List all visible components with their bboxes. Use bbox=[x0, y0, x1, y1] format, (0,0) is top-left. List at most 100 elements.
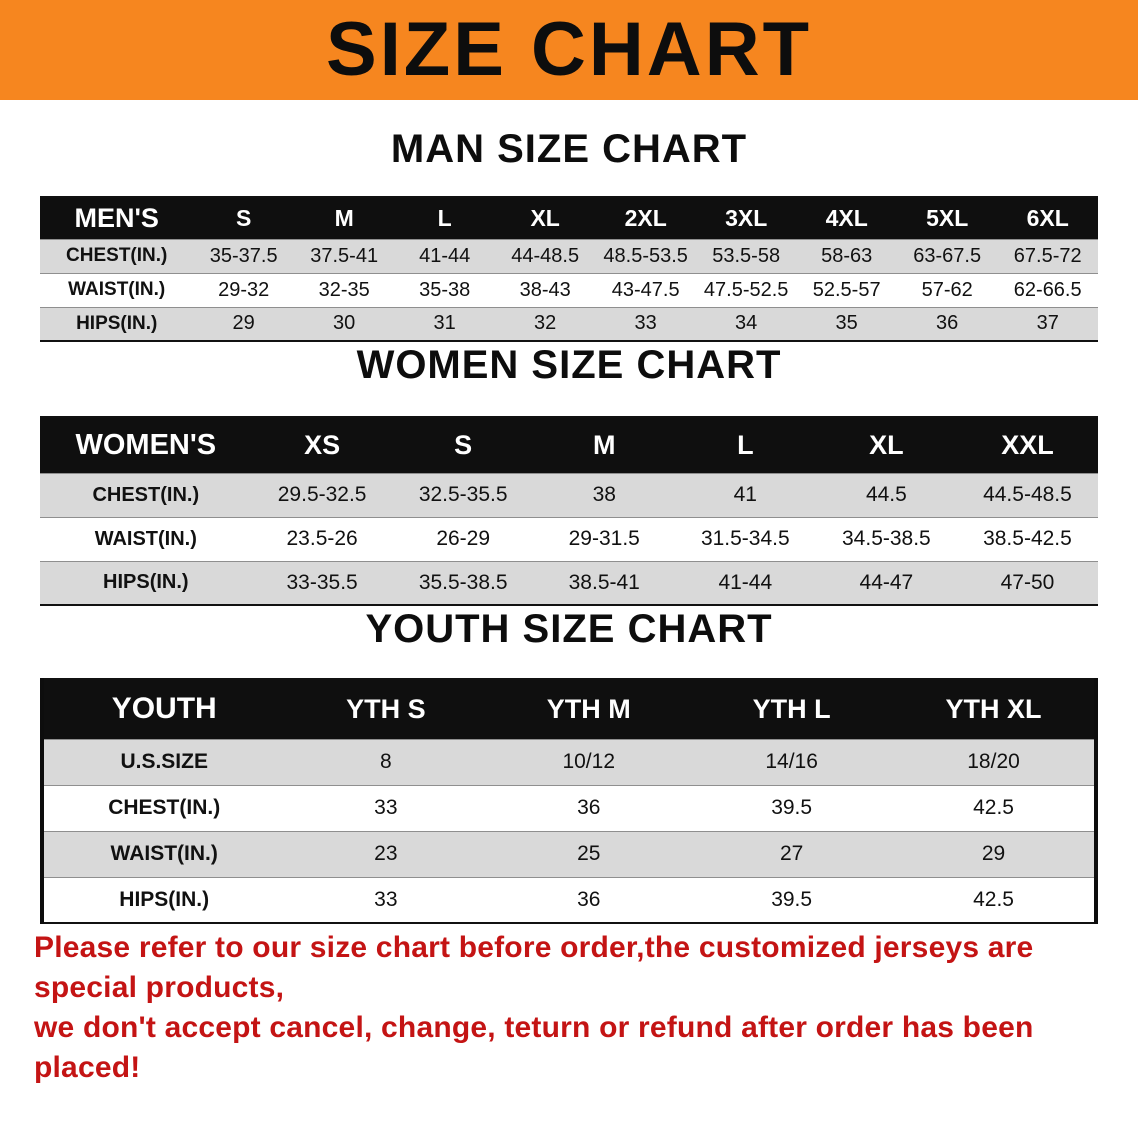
youth-waist-row: WAIST(IN.) 23 25 27 29 bbox=[42, 831, 1096, 877]
size-cell: 44.5 bbox=[865, 483, 907, 506]
youth-ussize-row: U.S.SIZE 8 10/12 14/16 18/20 bbox=[42, 739, 1096, 785]
size-cell: 36 bbox=[577, 887, 601, 911]
size-cell: 33 bbox=[374, 796, 398, 819]
youth-hips-row: HIPS(IN.) 33 36 39.5 42.5 bbox=[42, 877, 1096, 923]
row-label: U.S.SIZE bbox=[120, 750, 208, 773]
youth-section-heading: YOUTH SIZE CHART bbox=[365, 607, 773, 651]
youth-size-table: YOUTH YTH S YTH M YTH L YTH XL U.S.SIZE … bbox=[40, 678, 1098, 924]
size-column-header: S bbox=[392, 417, 534, 473]
row-label: WAIST(IN.) bbox=[68, 279, 166, 300]
size-cell: 29-32 bbox=[218, 278, 270, 301]
men-header-row: MEN'S S M L XL 2XL 3XL 4XL 5XL 6XL bbox=[40, 197, 1098, 239]
size-cell: 53.5-58 bbox=[712, 244, 781, 267]
size-column-header: M bbox=[533, 417, 675, 473]
size-cell: 38.5-42.5 bbox=[983, 527, 1072, 550]
women-header-row: WOMEN'S XS S M L XL XXL bbox=[40, 417, 1098, 473]
size-column-header: 5XL bbox=[896, 197, 998, 239]
women-chest-row: CHEST(IN.) 29.5-32.5 32.5-35.5 38 41 44.… bbox=[40, 473, 1098, 517]
disclaimer-line-1: Please refer to our size chart before or… bbox=[34, 931, 1034, 1004]
size-cell: 29 bbox=[232, 312, 255, 335]
men-waist-row: WAIST(IN.) 29-32 32-35 35-38 38-43 43-47… bbox=[40, 273, 1098, 307]
size-cell: 33 bbox=[374, 887, 398, 911]
size-column-header: XS bbox=[251, 417, 393, 473]
size-cell: 37.5-41 bbox=[310, 244, 379, 267]
size-cell: 41-44 bbox=[718, 570, 773, 594]
size-cell: 37 bbox=[1036, 312, 1059, 335]
size-column-header: XXL bbox=[956, 417, 1098, 473]
women-corner-header: WOMEN'S bbox=[40, 417, 252, 473]
size-cell: 23.5-26 bbox=[286, 527, 358, 550]
disclaimer-line-2: we don't accept cancel, change, teturn o… bbox=[34, 1011, 1034, 1084]
size-cell: 38-43 bbox=[519, 278, 571, 301]
size-cell: 52.5-57 bbox=[812, 278, 881, 301]
men-section: MAN SIZE CHART MEN'S S M L XL 2XL 3XL 4X… bbox=[0, 126, 1138, 342]
women-section: WOMEN SIZE CHART WOMEN'S XS S M L XL XXL… bbox=[0, 342, 1138, 606]
size-column-header: 6XL bbox=[997, 197, 1098, 239]
row-label: WAIST(IN.) bbox=[110, 842, 218, 865]
men-corner-header: MEN'S bbox=[40, 197, 194, 239]
disclaimer: Please refer to our size chart before or… bbox=[0, 924, 1138, 1088]
size-cell: 26-29 bbox=[436, 527, 491, 550]
row-label: CHEST(IN.) bbox=[108, 796, 221, 819]
size-column-header: L bbox=[394, 197, 495, 239]
size-cell: 23 bbox=[374, 842, 398, 865]
size-column-header: YTH M bbox=[487, 679, 691, 739]
men-hips-row: HIPS(IN.) 29 30 31 32 33 34 35 36 37 bbox=[40, 307, 1098, 341]
size-cell: 41-44 bbox=[419, 244, 471, 267]
women-hips-row: HIPS(IN.) 33-35.5 35.5-38.5 38.5-41 41-4… bbox=[40, 561, 1098, 605]
men-size-table: MEN'S S M L XL 2XL 3XL 4XL 5XL 6XL CHEST… bbox=[40, 196, 1098, 342]
size-column-header: L bbox=[674, 417, 816, 473]
youth-chest-row: CHEST(IN.) 33 36 39.5 42.5 bbox=[42, 785, 1096, 831]
size-cell: 33-35.5 bbox=[286, 570, 358, 594]
size-chart-banner: SIZE CHART bbox=[0, 0, 1138, 100]
size-column-header: 3XL bbox=[695, 197, 797, 239]
size-cell: 43-47.5 bbox=[611, 278, 680, 301]
size-cell: 29 bbox=[981, 842, 1006, 865]
size-cell: 35.5-38.5 bbox=[418, 570, 508, 594]
size-cell: 44-47 bbox=[859, 570, 914, 594]
size-column-header: YTH S bbox=[284, 679, 488, 739]
row-label: HIPS(IN.) bbox=[119, 887, 210, 911]
size-cell: 57-62 bbox=[921, 278, 973, 301]
size-cell: 32 bbox=[534, 312, 557, 335]
size-cell: 31.5-34.5 bbox=[700, 527, 790, 550]
men-section-heading: MAN SIZE CHART bbox=[390, 127, 748, 171]
size-column-header: 4XL bbox=[796, 197, 897, 239]
row-label: CHEST(IN.) bbox=[66, 245, 168, 266]
row-label: CHEST(IN.) bbox=[92, 483, 200, 506]
size-cell: 32.5-35.5 bbox=[418, 483, 508, 506]
size-cell: 29-31.5 bbox=[568, 527, 640, 550]
women-size-table: WOMEN'S XS S M L XL XXL CHEST(IN.) 29.5-… bbox=[40, 416, 1098, 606]
size-cell: 67.5-72 bbox=[1013, 244, 1082, 267]
youth-section: YOUTH SIZE CHART YOUTH YTH S YTH M YTH L… bbox=[0, 606, 1138, 924]
men-chest-row: CHEST(IN.) 35-37.5 37.5-41 41-44 44-48.5… bbox=[40, 239, 1098, 273]
size-cell: 36 bbox=[577, 796, 601, 819]
size-cell: 30 bbox=[333, 312, 356, 335]
size-cell: 29.5-32.5 bbox=[277, 483, 367, 506]
row-label: HIPS(IN.) bbox=[103, 571, 189, 594]
size-column-header: XL bbox=[494, 197, 596, 239]
size-cell: 48.5-53.5 bbox=[603, 244, 688, 267]
size-cell: 33 bbox=[634, 312, 657, 335]
size-cell: 39.5 bbox=[771, 887, 813, 911]
size-cell: 44.5-48.5 bbox=[983, 483, 1072, 506]
size-cell: 62-66.5 bbox=[1013, 278, 1082, 301]
size-cell: 42.5 bbox=[973, 796, 1014, 819]
row-label: WAIST(IN.) bbox=[94, 527, 197, 550]
size-cell: 8 bbox=[380, 750, 392, 773]
size-cell: 18/20 bbox=[967, 750, 1020, 773]
size-cell: 10/12 bbox=[562, 750, 616, 773]
size-column-header: 2XL bbox=[595, 197, 696, 239]
size-cell: 25 bbox=[577, 842, 601, 865]
size-column-header: YTH XL bbox=[893, 679, 1096, 739]
size-cell: 47.5-52.5 bbox=[703, 278, 789, 301]
size-cell: 58-63 bbox=[821, 244, 873, 267]
youth-header-row: YOUTH YTH S YTH M YTH L YTH XL bbox=[42, 679, 1096, 739]
youth-corner-header: YOUTH bbox=[42, 679, 285, 739]
size-cell: 41 bbox=[733, 483, 757, 506]
size-cell: 39.5 bbox=[771, 796, 813, 819]
size-column-header: XL bbox=[815, 417, 957, 473]
size-cell: 31 bbox=[433, 312, 456, 335]
size-cell: 47-50 bbox=[1000, 570, 1055, 594]
